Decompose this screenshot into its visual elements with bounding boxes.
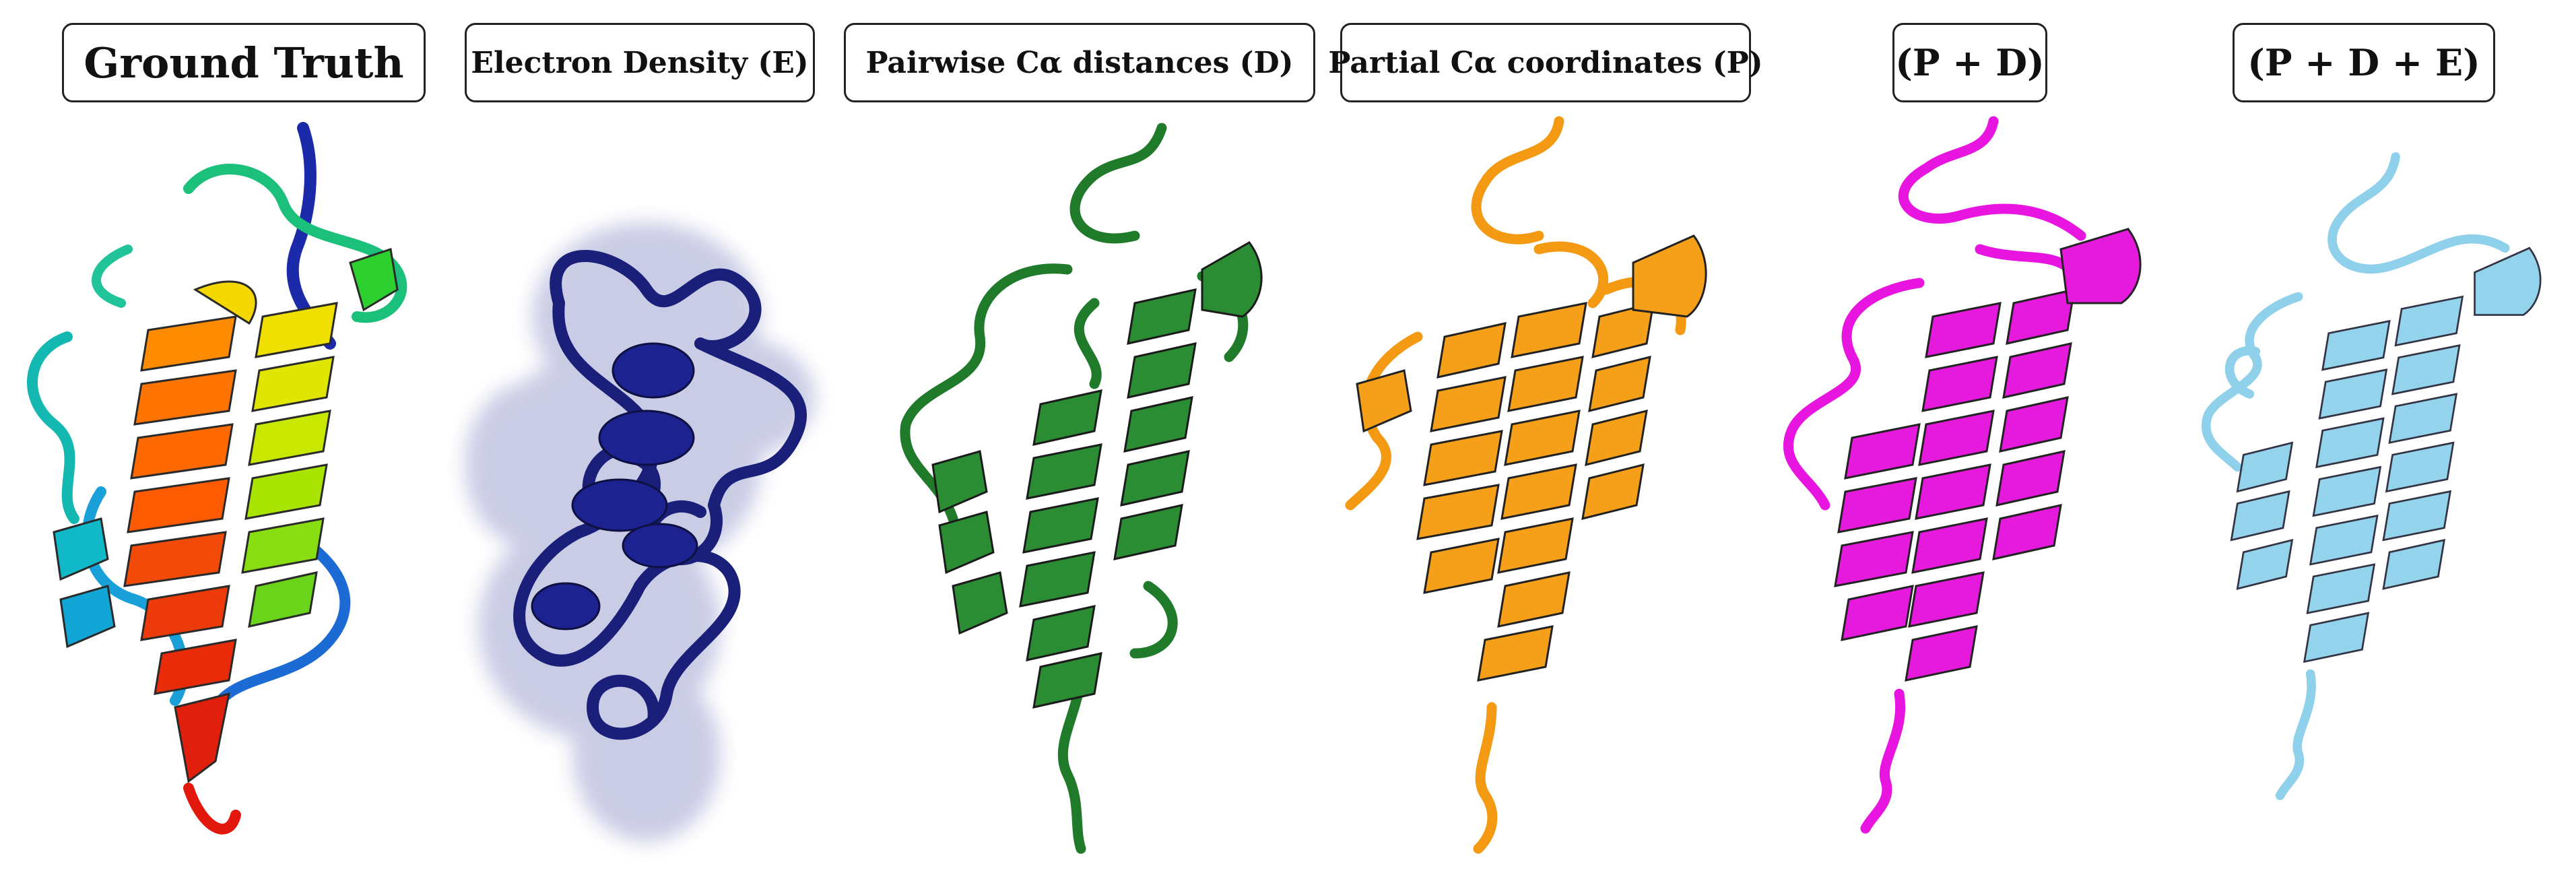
panel-p-plus-d: (P + D) xyxy=(1764,0,2182,877)
panel-partial-coordinates: Partial Cα coordinates (P) xyxy=(1328,0,1763,877)
density-helices xyxy=(531,342,698,630)
panel-pairwise-distances: Pairwise Cα distances (D) xyxy=(838,0,1315,877)
partial-ribbon xyxy=(1345,116,1707,854)
label-electron-density: Electron Density (E) xyxy=(465,23,815,102)
label-p-plus-d-plus-e: (P + D + E) xyxy=(2233,23,2495,102)
p-plus-d-ribbon xyxy=(1783,116,2142,834)
electron-density-structure xyxy=(444,115,862,862)
p-plus-d-structure xyxy=(1764,115,2182,862)
label-p-plus-d: (P + D) xyxy=(1892,23,2047,102)
ground-truth-protein-structure xyxy=(13,115,431,862)
partial-coordinates-structure xyxy=(1337,115,1754,862)
panel-electron-density: Electron Density (E) xyxy=(444,0,835,877)
pairwise-ribbon xyxy=(900,123,1263,854)
label-ground-truth: Ground Truth xyxy=(62,23,426,102)
panel-p-plus-d-plus-e: (P + D + E) xyxy=(2189,0,2576,877)
label-pairwise-distances: Pairwise Cα distances (D) xyxy=(844,23,1315,102)
pairwise-distances-structure xyxy=(879,115,1296,862)
panel-ground-truth: Ground Truth xyxy=(0,0,458,877)
electron-density-cloud-and-ribbon xyxy=(465,222,815,842)
p-plus-d-plus-e-ribbon xyxy=(2201,152,2542,800)
ground-truth-ribbon xyxy=(27,122,407,835)
label-partial-coordinates: Partial Cα coordinates (P) xyxy=(1328,23,1763,102)
p-plus-d-plus-e-structure xyxy=(2189,115,2566,862)
